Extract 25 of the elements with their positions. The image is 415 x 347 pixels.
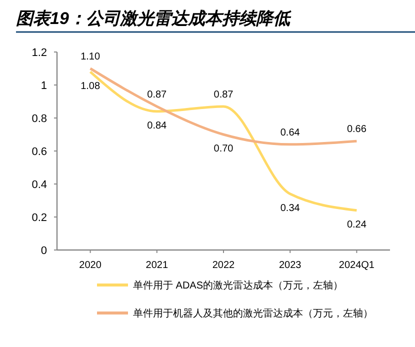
x-tick-label: 2022 — [212, 260, 236, 271]
chart-title: 图表19：公司激光雷达成本持续降低 — [16, 9, 292, 28]
data-label: 1.08 — [80, 80, 100, 92]
y-tick-label: 0.2 — [32, 212, 47, 224]
data-label: 0.64 — [280, 127, 300, 138]
x-tick-label: 2020 — [79, 260, 102, 271]
x-tick-label: 2024Q1 — [338, 260, 375, 271]
y-tick-label: 1.2 — [32, 46, 47, 59]
data-label: 0.84 — [147, 120, 168, 132]
data-label: 0.34 — [280, 202, 300, 214]
data-label: 0.24 — [346, 219, 367, 230]
y-tick-label: 0.6 — [32, 146, 47, 158]
y-tick-label: 0.4 — [32, 178, 47, 191]
x-tick-label: 2023 — [278, 260, 302, 271]
y-tick-label: 0 — [40, 244, 47, 257]
legend-label: 单件用于 ADAS的激光雷达成本（万元，左轴） — [133, 280, 344, 292]
data-label: 0.70 — [214, 144, 234, 154]
legend-label: 单件用于机器人及其他的激光雷达成本（万元，左轴） — [133, 308, 373, 320]
data-label: 0.66 — [346, 124, 367, 136]
y-tick-label: 1 — [40, 80, 47, 92]
data-label: 0.87 — [147, 89, 168, 100]
y-tick-label: 0.8 — [32, 112, 47, 125]
data-label: 1.10 — [80, 52, 100, 62]
data-label: 0.87 — [214, 89, 234, 100]
x-tick-label: 2021 — [146, 260, 168, 271]
